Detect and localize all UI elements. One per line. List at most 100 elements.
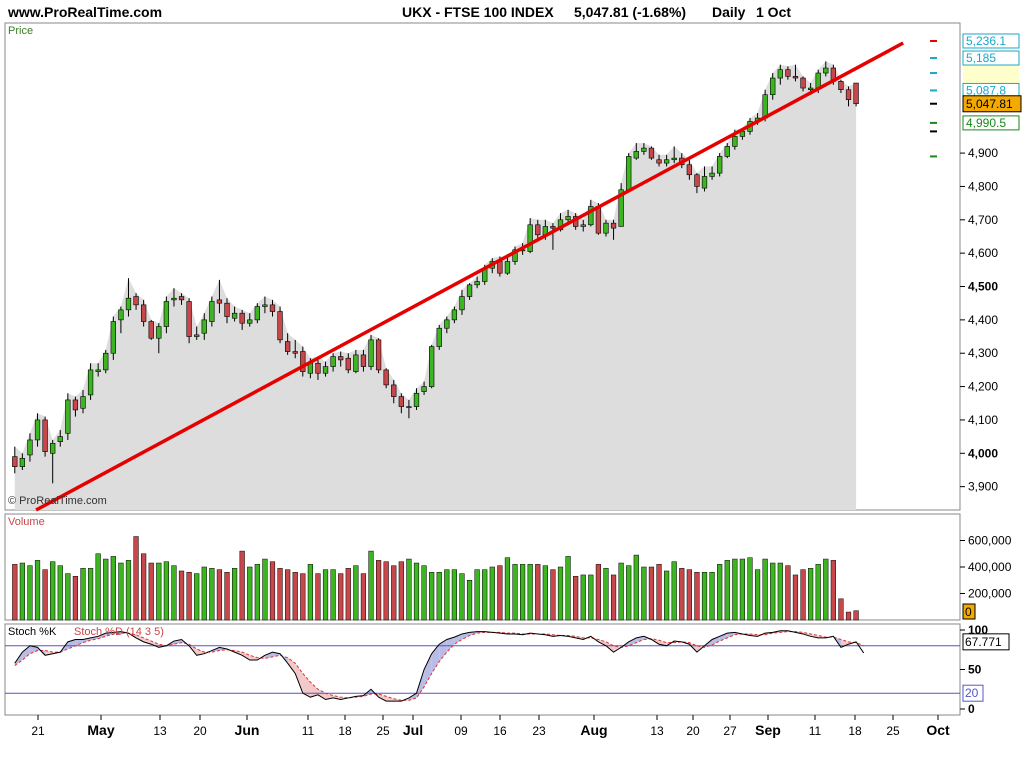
- volume-bar: [194, 573, 200, 621]
- candle-body: [95, 369, 101, 372]
- volume-bar: [603, 568, 609, 621]
- stoch-fill: [712, 636, 720, 646]
- volume-bar: [474, 569, 480, 621]
- volume-bar: [429, 572, 435, 621]
- volume-bar: [307, 564, 313, 621]
- stoch-fill: [719, 633, 728, 642]
- volume-bar: [42, 569, 48, 621]
- candle-body: [732, 136, 738, 147]
- candle-body: [163, 301, 170, 327]
- stoch-fill: [22, 645, 30, 661]
- candle-body: [224, 302, 230, 317]
- site-title[interactable]: www.ProRealTime.com: [8, 4, 163, 20]
- volume-bar: [747, 557, 753, 621]
- candle-body: [610, 222, 617, 229]
- stoch-fill: [45, 650, 53, 656]
- volume-bar: [838, 598, 844, 621]
- candle-body: [512, 249, 518, 262]
- stoch-fill: [287, 657, 296, 674]
- trendline: [35, 41, 904, 512]
- candle-body: [777, 69, 783, 79]
- stoch-fill: [136, 634, 144, 642]
- volume-bar: [239, 550, 245, 621]
- stoch-fill: [90, 636, 99, 641]
- candle-body: [57, 436, 63, 442]
- candle-body: [315, 362, 321, 374]
- volume-bar: [618, 562, 624, 621]
- volume-bar: [186, 572, 192, 621]
- price-tick-label: 4,400: [968, 313, 998, 327]
- candle-body: [504, 261, 511, 274]
- candle-body: [535, 224, 541, 236]
- volume-last-box: [962, 603, 976, 620]
- volume-bar: [724, 560, 730, 621]
- volume-bar: [527, 564, 533, 621]
- candle-body: [216, 299, 223, 304]
- volume-bar: [580, 574, 586, 621]
- volume-bar: [360, 573, 367, 621]
- candle-body: [194, 334, 200, 337]
- price-level-box: [962, 33, 1020, 49]
- volume-bar: [133, 536, 139, 621]
- volume-bar: [285, 569, 291, 621]
- volume-bar: [664, 570, 670, 621]
- volume-bar: [830, 560, 836, 621]
- candle-body: [368, 339, 374, 367]
- candle-body: [239, 312, 245, 324]
- volume-bar: [845, 611, 852, 621]
- stoch-fill: [810, 633, 819, 638]
- volume-bar: [853, 610, 859, 621]
- stoch-fill: [605, 641, 614, 653]
- candle-body: [19, 457, 26, 467]
- volume-bar: [459, 573, 465, 621]
- last-price-box: [962, 95, 1022, 113]
- x-tick-label: Aug: [580, 722, 607, 738]
- volume-bar: [497, 565, 503, 621]
- x-tick-label: 20: [686, 724, 700, 738]
- last-price-label: 5,047.81: [966, 97, 1013, 111]
- x-tick-label: 11: [302, 724, 315, 738]
- price-level-label: 5,087.8: [966, 83, 1006, 97]
- price-tick-label: 4,700: [968, 213, 998, 227]
- candle-body: [815, 72, 821, 89]
- stoch-fill: [628, 637, 637, 646]
- candle-body: [353, 354, 359, 372]
- x-tick-label: 18: [848, 724, 862, 738]
- stoch-k-line: [14, 630, 865, 702]
- volume-bar: [353, 565, 359, 621]
- volume-bar: [50, 561, 56, 621]
- volume-bar: [739, 558, 746, 621]
- stoch-fill: [75, 639, 84, 646]
- stoch-fill: [29, 645, 38, 654]
- volume-bar: [141, 553, 147, 621]
- volume-bar: [300, 573, 306, 621]
- candle-body: [792, 76, 799, 79]
- volume-last-label: 0: [965, 605, 972, 619]
- candle-body: [383, 369, 389, 386]
- candle-body: [497, 261, 503, 274]
- candle-body: [580, 224, 586, 227]
- volume-bar: [542, 565, 548, 621]
- stoch-d-title: Stoch %D (14 3 5): [74, 626, 164, 638]
- volume-tick-label: 200,000: [968, 587, 1012, 601]
- stoch-d-line: [14, 631, 864, 701]
- x-tick-label: 13: [153, 724, 167, 738]
- x-tick-label: 21: [31, 724, 45, 738]
- volume-bar: [512, 564, 518, 621]
- stoch-fill: [378, 693, 387, 702]
- volume-bar: [148, 562, 154, 621]
- candle-body: [360, 354, 367, 367]
- candle-body: [603, 222, 609, 234]
- x-tick-label: May: [87, 722, 114, 738]
- candle-body: [671, 157, 677, 161]
- stoch-fill: [727, 632, 735, 638]
- candle-body: [421, 386, 427, 392]
- volume-bar: [489, 566, 495, 621]
- volume-bar: [679, 568, 685, 621]
- period-label: Daily: [712, 4, 746, 20]
- volume-bar: [391, 565, 397, 621]
- volume-bar: [163, 561, 169, 621]
- candle-body: [42, 419, 48, 452]
- price-level-box: [962, 50, 1020, 66]
- candle-body: [118, 309, 124, 321]
